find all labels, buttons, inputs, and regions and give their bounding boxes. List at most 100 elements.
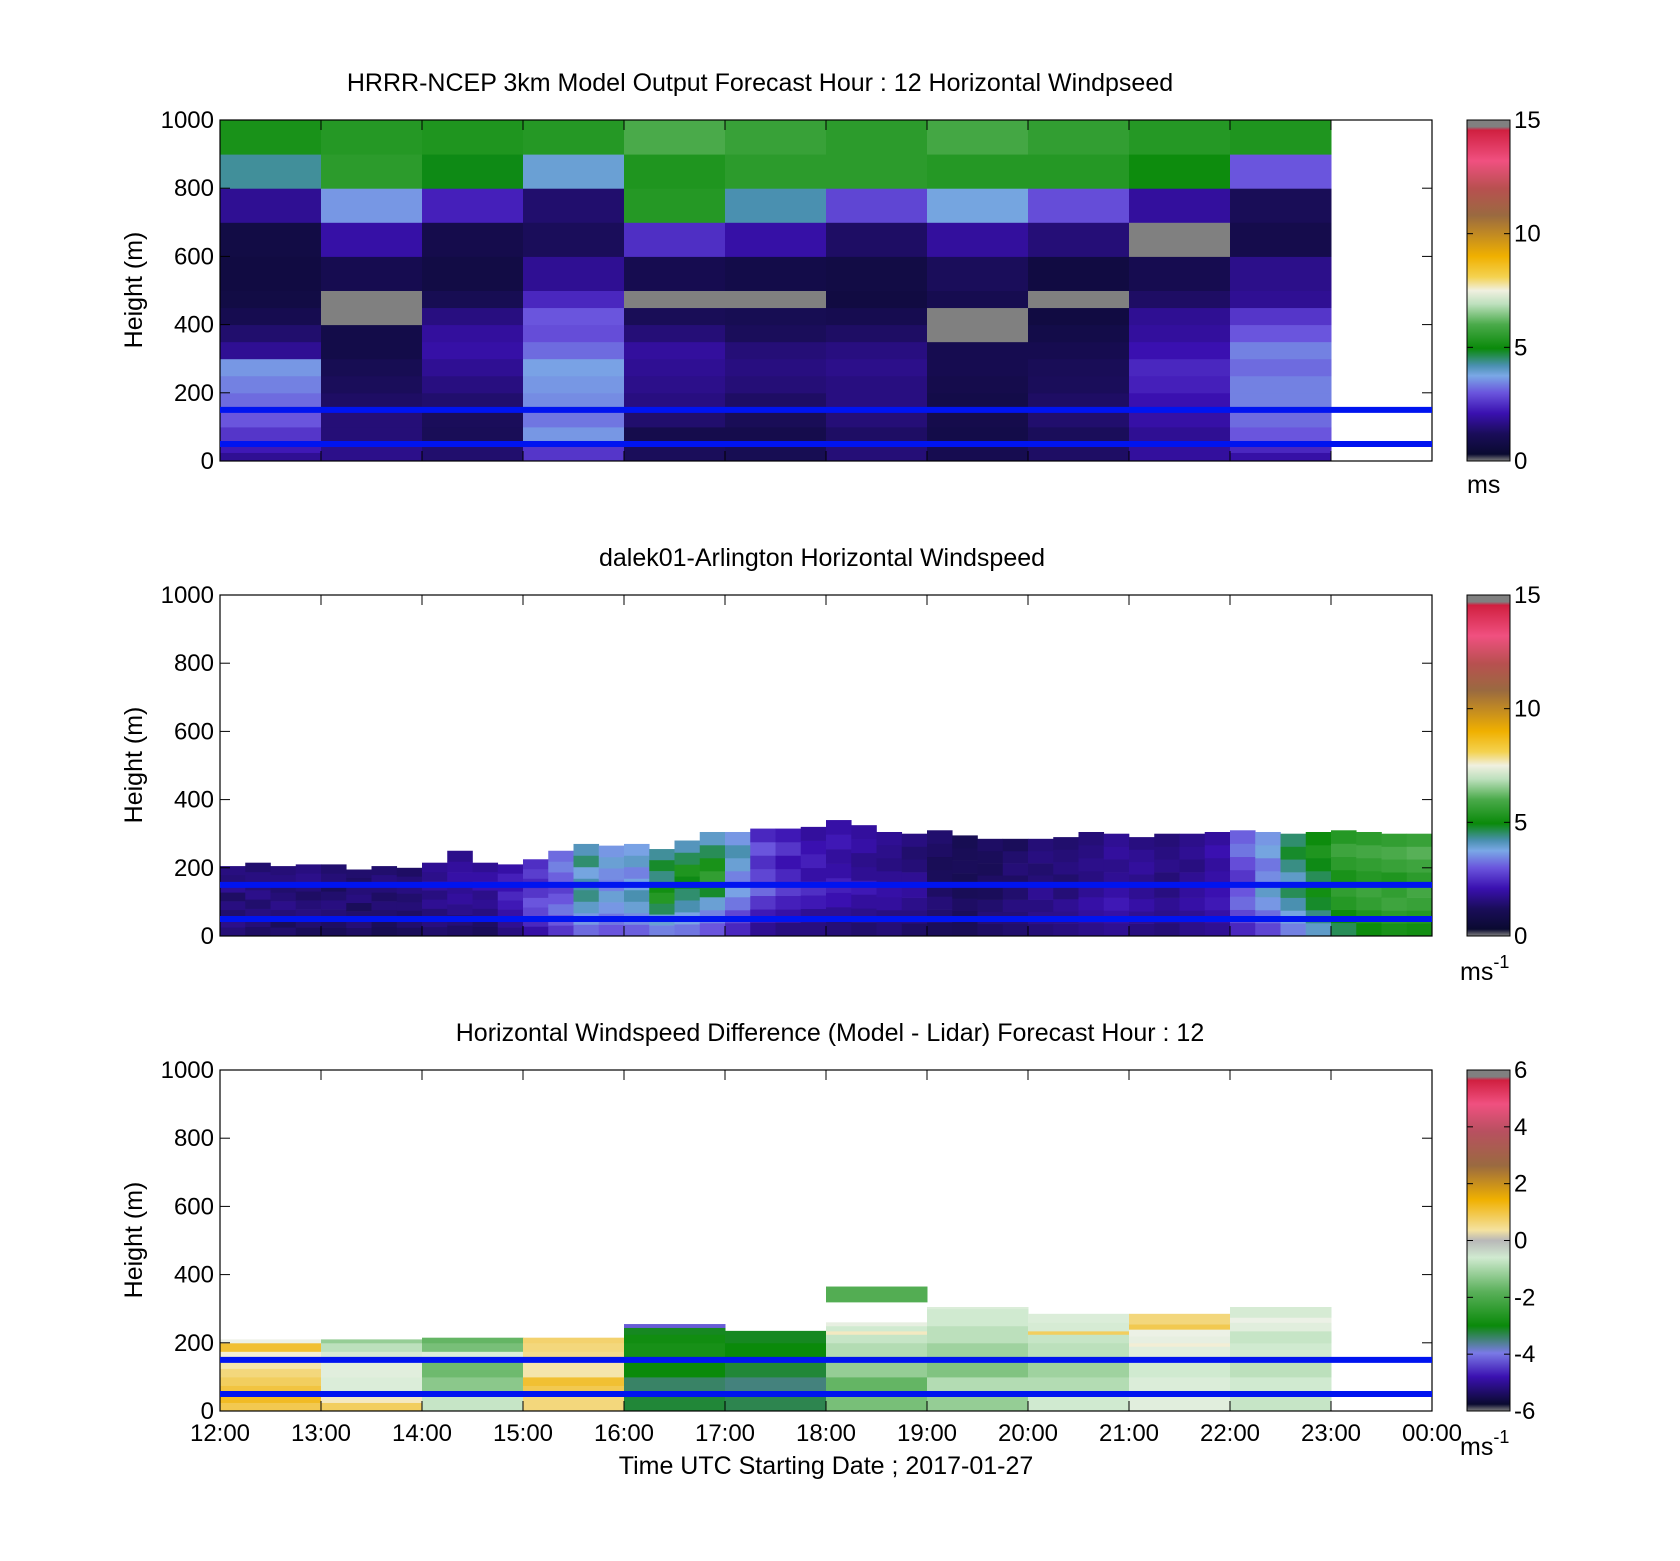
heatmap-cell	[624, 188, 726, 223]
heatmap-cell	[775, 895, 802, 910]
heatmap-cell	[523, 358, 625, 377]
heatmap-cell	[1204, 896, 1231, 911]
heatmap-cell	[371, 901, 398, 911]
heatmap-cell	[927, 120, 1029, 155]
heatmap-cell	[1204, 844, 1231, 859]
heatmap-cell	[927, 256, 1029, 291]
heatmap-cell	[447, 872, 473, 884]
heatmap-cell	[1230, 358, 1332, 377]
heatmap-cell	[800, 867, 827, 882]
heatmap-cell	[674, 924, 701, 937]
heatmap-cell	[1002, 899, 1029, 913]
heatmap-cell	[876, 870, 903, 885]
heatmap-cell	[1129, 1342, 1231, 1347]
heatmap-cell	[447, 882, 473, 894]
heatmap-cell	[826, 443, 928, 462]
heatmap-cell	[1230, 409, 1332, 428]
heatmap-cell	[826, 256, 928, 291]
heatmap-cell	[826, 820, 852, 835]
heatmap-cell	[523, 1351, 625, 1361]
heatmap-cell	[826, 1393, 928, 1412]
heatmap-cell	[1280, 884, 1307, 898]
heatmap-cell	[674, 888, 701, 901]
x-ticks: 12:00 13:00 14:00 15:00 16:00 17:00 18:00 19:00…	[190, 1070, 1462, 1447]
y-tick-label: 800	[174, 1125, 214, 1152]
heatmap-cell	[725, 375, 827, 394]
heatmap-cell	[826, 188, 928, 223]
heatmap-cell	[220, 892, 246, 902]
heatmap-cell	[699, 844, 726, 859]
colorbar-tick-label: 10	[1514, 221, 1541, 248]
heatmap-cell	[1028, 1376, 1130, 1395]
heatmap-cell	[725, 896, 751, 911]
heatmap-cell	[725, 1359, 827, 1378]
heatmap-cell	[1154, 859, 1180, 873]
heatmap-cell	[800, 826, 827, 841]
colorbar-tick-label: 15	[1514, 582, 1541, 609]
heatmap-cell	[220, 1368, 322, 1378]
heatmap-cell	[927, 896, 953, 910]
heatmap-cell	[1154, 846, 1180, 860]
x-tick-label: 16:00	[594, 1420, 654, 1447]
heatmap-cell	[472, 908, 499, 918]
heatmap-cell	[1129, 307, 1231, 326]
heatmap-cell	[1129, 324, 1231, 343]
heatmap-cell	[750, 922, 776, 937]
heatmap-cell	[220, 1385, 322, 1395]
x-tick-label: 15:00	[493, 1420, 553, 1447]
heatmap-cell	[826, 222, 928, 257]
heatmap-cell	[523, 290, 625, 309]
heatmap-cell	[321, 154, 423, 189]
heatmap-cell	[422, 1337, 524, 1344]
heatmap-cell	[826, 834, 852, 850]
heatmap-cell	[321, 900, 347, 910]
heatmap-cell	[851, 839, 877, 854]
heatmap-cell	[1129, 188, 1231, 223]
heatmap-cell	[649, 859, 675, 872]
heatmap-cell	[1406, 833, 1433, 847]
heatmap-cell	[598, 856, 625, 869]
x-tick-label: 20:00	[998, 1420, 1058, 1447]
heatmap-cell	[422, 426, 524, 445]
heatmap-cell	[901, 923, 928, 937]
heatmap-cell	[876, 844, 903, 859]
heatmap-cell	[422, 908, 448, 918]
heatmap-cell	[699, 922, 726, 937]
heatmap-cell	[295, 900, 322, 910]
heatmap-cell	[346, 911, 372, 920]
heatmap-cell	[1129, 1324, 1231, 1330]
colorbar-tick-label: 4	[1514, 1114, 1527, 1141]
heatmap-cell	[1129, 1335, 1231, 1344]
heatmap-cell	[523, 888, 549, 898]
heatmap-cell	[1129, 886, 1155, 900]
heatmap-cell	[1053, 849, 1079, 863]
heatmap-cell	[422, 871, 448, 882]
heatmap-cell	[1255, 922, 1281, 937]
heatmap-cell	[1179, 846, 1206, 860]
x-tick-label: 12:00	[190, 1420, 250, 1447]
heatmap-cell	[826, 426, 928, 445]
heatmap-cell	[1129, 341, 1231, 360]
heatmap-cell	[220, 392, 322, 411]
heatmap-cell	[321, 222, 423, 257]
heatmap-cell	[497, 927, 524, 937]
heatmap-cell	[573, 843, 600, 856]
heatmap-cell	[371, 909, 398, 919]
heatmap-cell	[447, 850, 473, 862]
panel-title: Horizontal Windspeed Difference (Model -…	[456, 1019, 1204, 1047]
heatmap-cell	[321, 443, 423, 462]
heatmap-cell	[674, 852, 701, 865]
heatmap-cell	[1078, 844, 1105, 859]
heatmap-cell	[396, 901, 423, 911]
heatmap-cell	[523, 341, 625, 360]
heatmap-cell	[1028, 120, 1130, 155]
heatmap-cell	[1053, 886, 1079, 900]
heatmap-cell	[523, 1376, 625, 1386]
heatmap-cell	[270, 892, 297, 902]
heatmap-cell	[775, 828, 802, 843]
colorbar-tick-label: 0	[1514, 923, 1527, 950]
heatmap-cell	[447, 861, 473, 873]
heatmap-cell	[1280, 859, 1307, 873]
heatmap-cell	[1028, 256, 1130, 291]
heatmap-cell	[1129, 375, 1231, 394]
